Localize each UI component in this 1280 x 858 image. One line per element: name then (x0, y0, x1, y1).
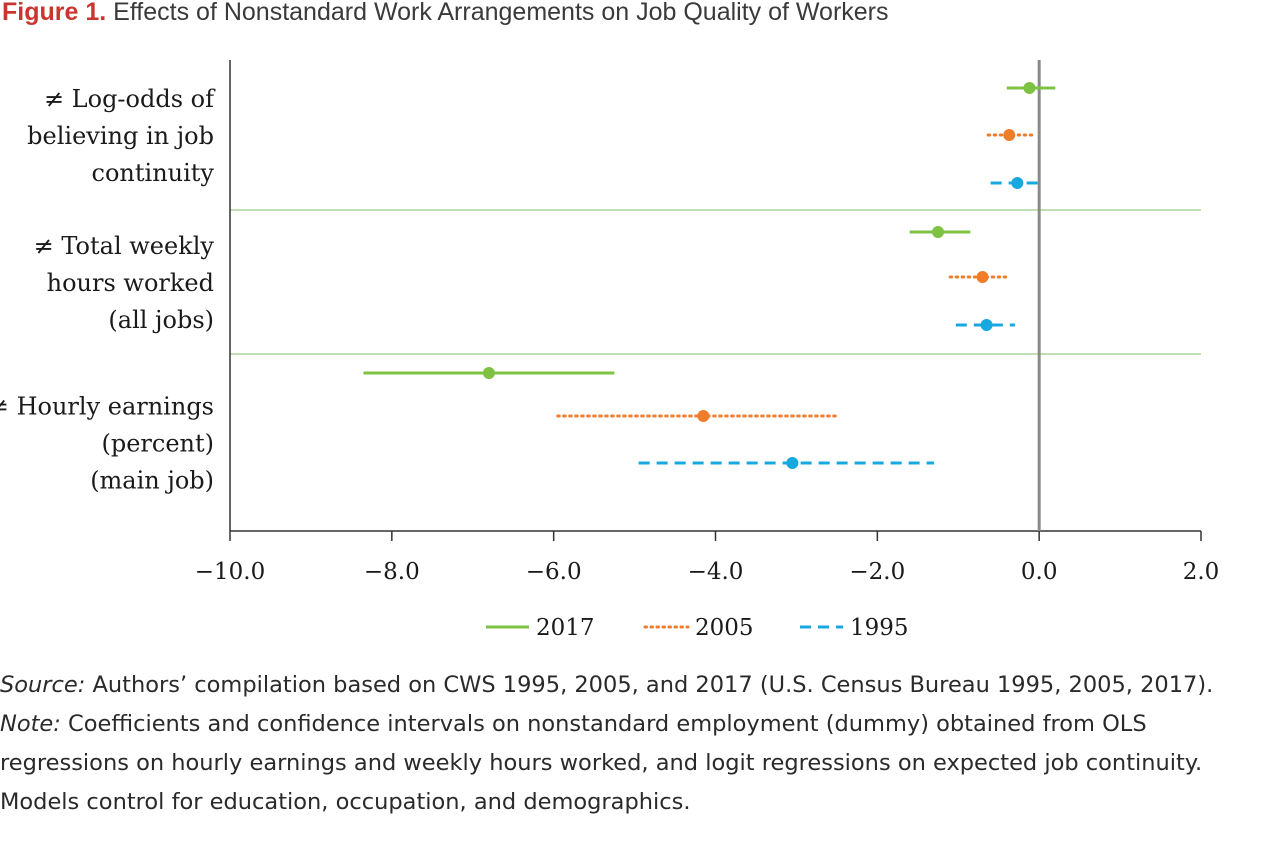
figure-title: Figure 1. Effects of Nonstandard Work Ar… (2, 0, 889, 27)
x-tick-label-2: −6.0 (526, 559, 582, 585)
group-1-label-line-3: continuity (92, 159, 215, 187)
legend: 2017 2005 1995 (486, 615, 909, 641)
point-estimate-1995-group-2 (980, 319, 993, 331)
legend-label-1995: 1995 (850, 615, 909, 641)
group-1-label-line-2: believing in job (27, 122, 214, 150)
group-2-label-line-2: hours worked (47, 269, 214, 297)
group-2-label-line-1: ≠ Total weekly (34, 232, 215, 260)
x-tick-label-1: −8.0 (364, 559, 420, 585)
figure-title-text: Effects of Nonstandard Work Arrangements… (113, 0, 889, 26)
x-tick-label-6: 2.0 (1183, 559, 1220, 585)
x-tick-label-5: 0.0 (1021, 559, 1058, 585)
group-3-label-line-1: ≠ Hourly earnings (0, 393, 214, 421)
axes (229, 60, 1201, 532)
point-estimate-2017-group-1 (1023, 82, 1036, 94)
source-note: Source: Authors’ compilation based on CW… (0, 666, 1280, 705)
point-estimate-2005-group-2 (976, 271, 989, 283)
x-axis-ticks: −10.0 −8.0 −6.0 −4.0 −2.0 0.0 2.0 (195, 531, 1220, 585)
series-marks (363, 82, 1056, 469)
point-estimate-2005-group-3 (697, 410, 710, 422)
note-label: Note: (0, 711, 61, 737)
source-label: Source: (0, 672, 86, 698)
group-1-label-line-1: ≠ Log-odds of (44, 85, 216, 113)
method-note: Note: Coefficients and confidence interv… (0, 705, 1280, 822)
coefficient-chart: ≠ Log-odds of believing in job continuity ≠… (0, 60, 1220, 641)
x-tick-label-4: −2.0 (849, 559, 905, 585)
source-text: Authors’ compilation based on CWS 1995, … (85, 672, 1214, 698)
figure-notes: Source: Authors’ compilation based on CW… (0, 666, 1280, 822)
group-labels: ≠ Log-odds of believing in job continuity ≠… (0, 85, 216, 495)
point-estimate-2017-group-2 (932, 226, 945, 238)
x-tick-label-0: −10.0 (195, 559, 265, 585)
point-estimate-1995-group-3 (786, 457, 799, 469)
legend-label-2005: 2005 (695, 615, 754, 641)
group-separators (230, 209, 1201, 355)
legend-label-2017: 2017 (536, 615, 595, 641)
note-text: Coefficients and confidence intervals on… (0, 711, 1203, 815)
figure-label: Figure 1. (2, 0, 107, 26)
group-3-label-line-2: (percent) (101, 430, 214, 458)
x-tick-label-3: −4.0 (688, 559, 744, 585)
point-estimate-1995-group-1 (1011, 177, 1024, 189)
group-3-label-line-3: (main job) (90, 467, 214, 495)
point-estimate-2005-group-1 (1003, 129, 1016, 141)
group-2-label-line-3: (all jobs) (108, 306, 214, 334)
point-estimate-2017-group-3 (482, 367, 495, 379)
